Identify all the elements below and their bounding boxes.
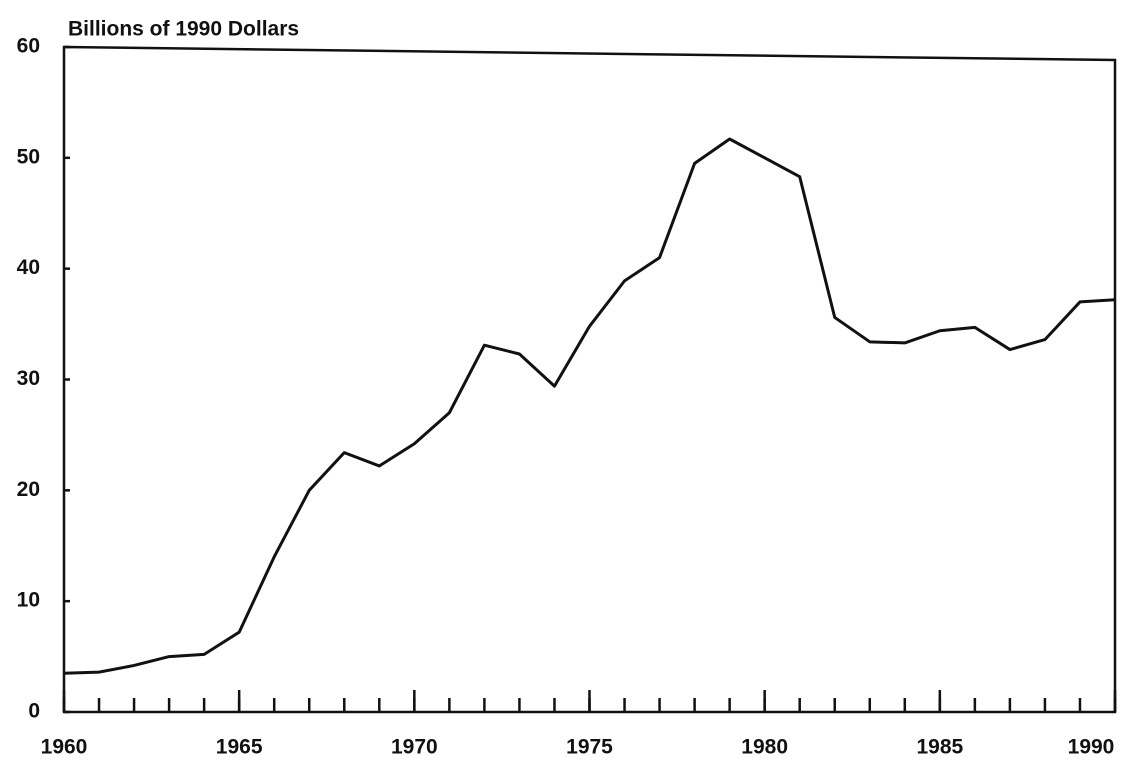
- x-tick-label: 1965: [216, 736, 263, 759]
- x-tick-label: 1990: [1068, 736, 1115, 759]
- y-tick-label: 20: [17, 478, 40, 501]
- y-tick-label: 10: [17, 589, 40, 612]
- x-tick-label: 1975: [566, 736, 613, 759]
- y-tick-label: 40: [17, 256, 40, 279]
- plot-frame: [62, 45, 1117, 714]
- data-line: [63, 137, 1116, 675]
- y-tick-label: 60: [17, 35, 40, 58]
- x-tick-label: 1960: [41, 736, 88, 759]
- x-tick-label: 1985: [916, 736, 963, 759]
- y-tick-label: 30: [17, 367, 40, 390]
- y-tick-label: 0: [28, 700, 40, 723]
- x-tick-label: 1980: [741, 736, 788, 759]
- y-tick-label: 50: [17, 145, 40, 168]
- x-tick-label: 1970: [391, 736, 438, 759]
- y-axis-label: Billions of 1990 Dollars: [68, 18, 299, 41]
